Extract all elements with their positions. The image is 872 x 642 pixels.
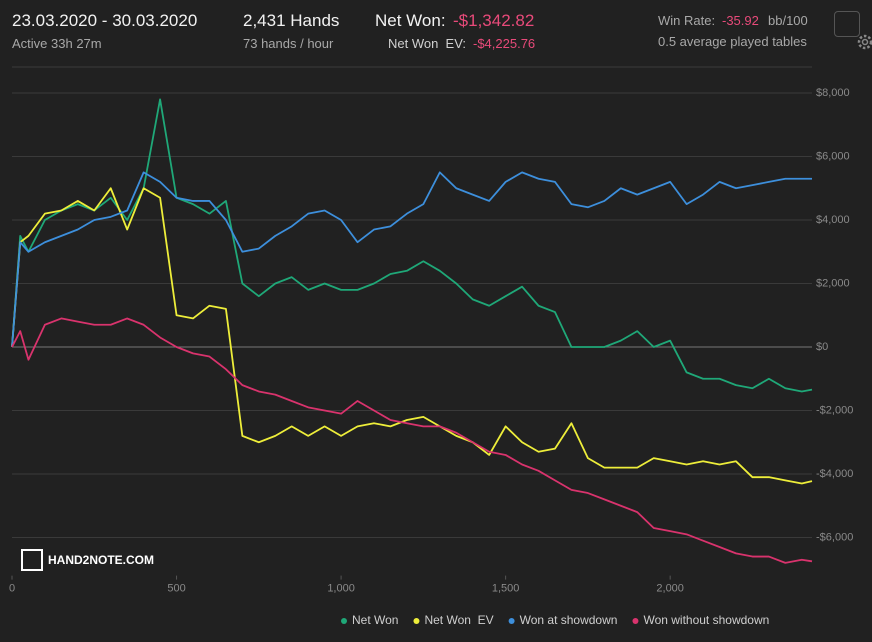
x-tick-label: 1,500 <box>492 583 520 595</box>
net-won-value: -$1,342.82 <box>453 11 535 30</box>
hands-per-hour: 73 hands / hour <box>243 36 334 51</box>
logo: HAND2NOTE.COM <box>21 549 154 571</box>
legend-label: Net Won <box>352 613 398 627</box>
gear-icon <box>857 34 872 50</box>
win-rate-label: Win Rate: <box>658 13 716 28</box>
y-tick-label: $6,000 <box>816 150 850 162</box>
legend-marker <box>413 618 420 624</box>
date-range: 23.03.2020 - 30.03.2020 <box>12 11 198 30</box>
series-line <box>11 187 813 485</box>
win-rate-value: -35.92 <box>722 13 759 28</box>
y-tick-label: $0 <box>816 341 828 353</box>
series-line <box>11 317 813 564</box>
y-tick-label: $8,000 <box>816 87 850 99</box>
legend-item[interactable]: Net Won EV <box>413 613 494 627</box>
legend-item[interactable]: Won at showdown <box>508 613 618 627</box>
y-tick-label: $2,000 <box>816 277 850 289</box>
legend-label: Won without showdown <box>643 613 769 627</box>
net-won-label: Net Won: <box>375 11 446 30</box>
y-tick-label: -$6,000 <box>816 531 853 543</box>
y-tick-label: -$4,000 <box>816 468 853 480</box>
legend-item[interactable]: Won without showdown <box>632 613 769 627</box>
x-tick-label: 500 <box>167 583 185 595</box>
logo-text: HAND2NOTE.COM <box>48 553 154 567</box>
series-line <box>11 171 812 348</box>
legend-item[interactable]: Net Won <box>341 613 398 627</box>
win-rate-unit: bb/100 <box>768 13 808 28</box>
settings-button[interactable] <box>834 11 872 50</box>
legend-marker <box>508 618 515 624</box>
tables: 0.5 average played tables <box>658 34 807 49</box>
net-won-ev-label: Net Won EV: <box>388 36 467 51</box>
y-tick-label: -$2,000 <box>816 404 853 416</box>
net-won-ev-value: -$4,225.76 <box>473 36 536 51</box>
logo-icon <box>21 549 43 571</box>
legend-label: Won at showdown <box>520 613 618 627</box>
series-line <box>11 98 813 393</box>
x-tick-label: 2,000 <box>656 583 684 595</box>
legend-label: Net Won EV <box>424 613 493 627</box>
active-time: Active 33h 27m <box>12 36 102 51</box>
x-tick-label: 0 <box>9 583 15 595</box>
legend-marker <box>632 618 639 624</box>
hands: 2,431 Hands <box>243 11 340 30</box>
x-tick-label: 1,000 <box>327 583 355 595</box>
legend-marker <box>341 618 347 624</box>
y-tick-label: $4,000 <box>816 214 850 226</box>
